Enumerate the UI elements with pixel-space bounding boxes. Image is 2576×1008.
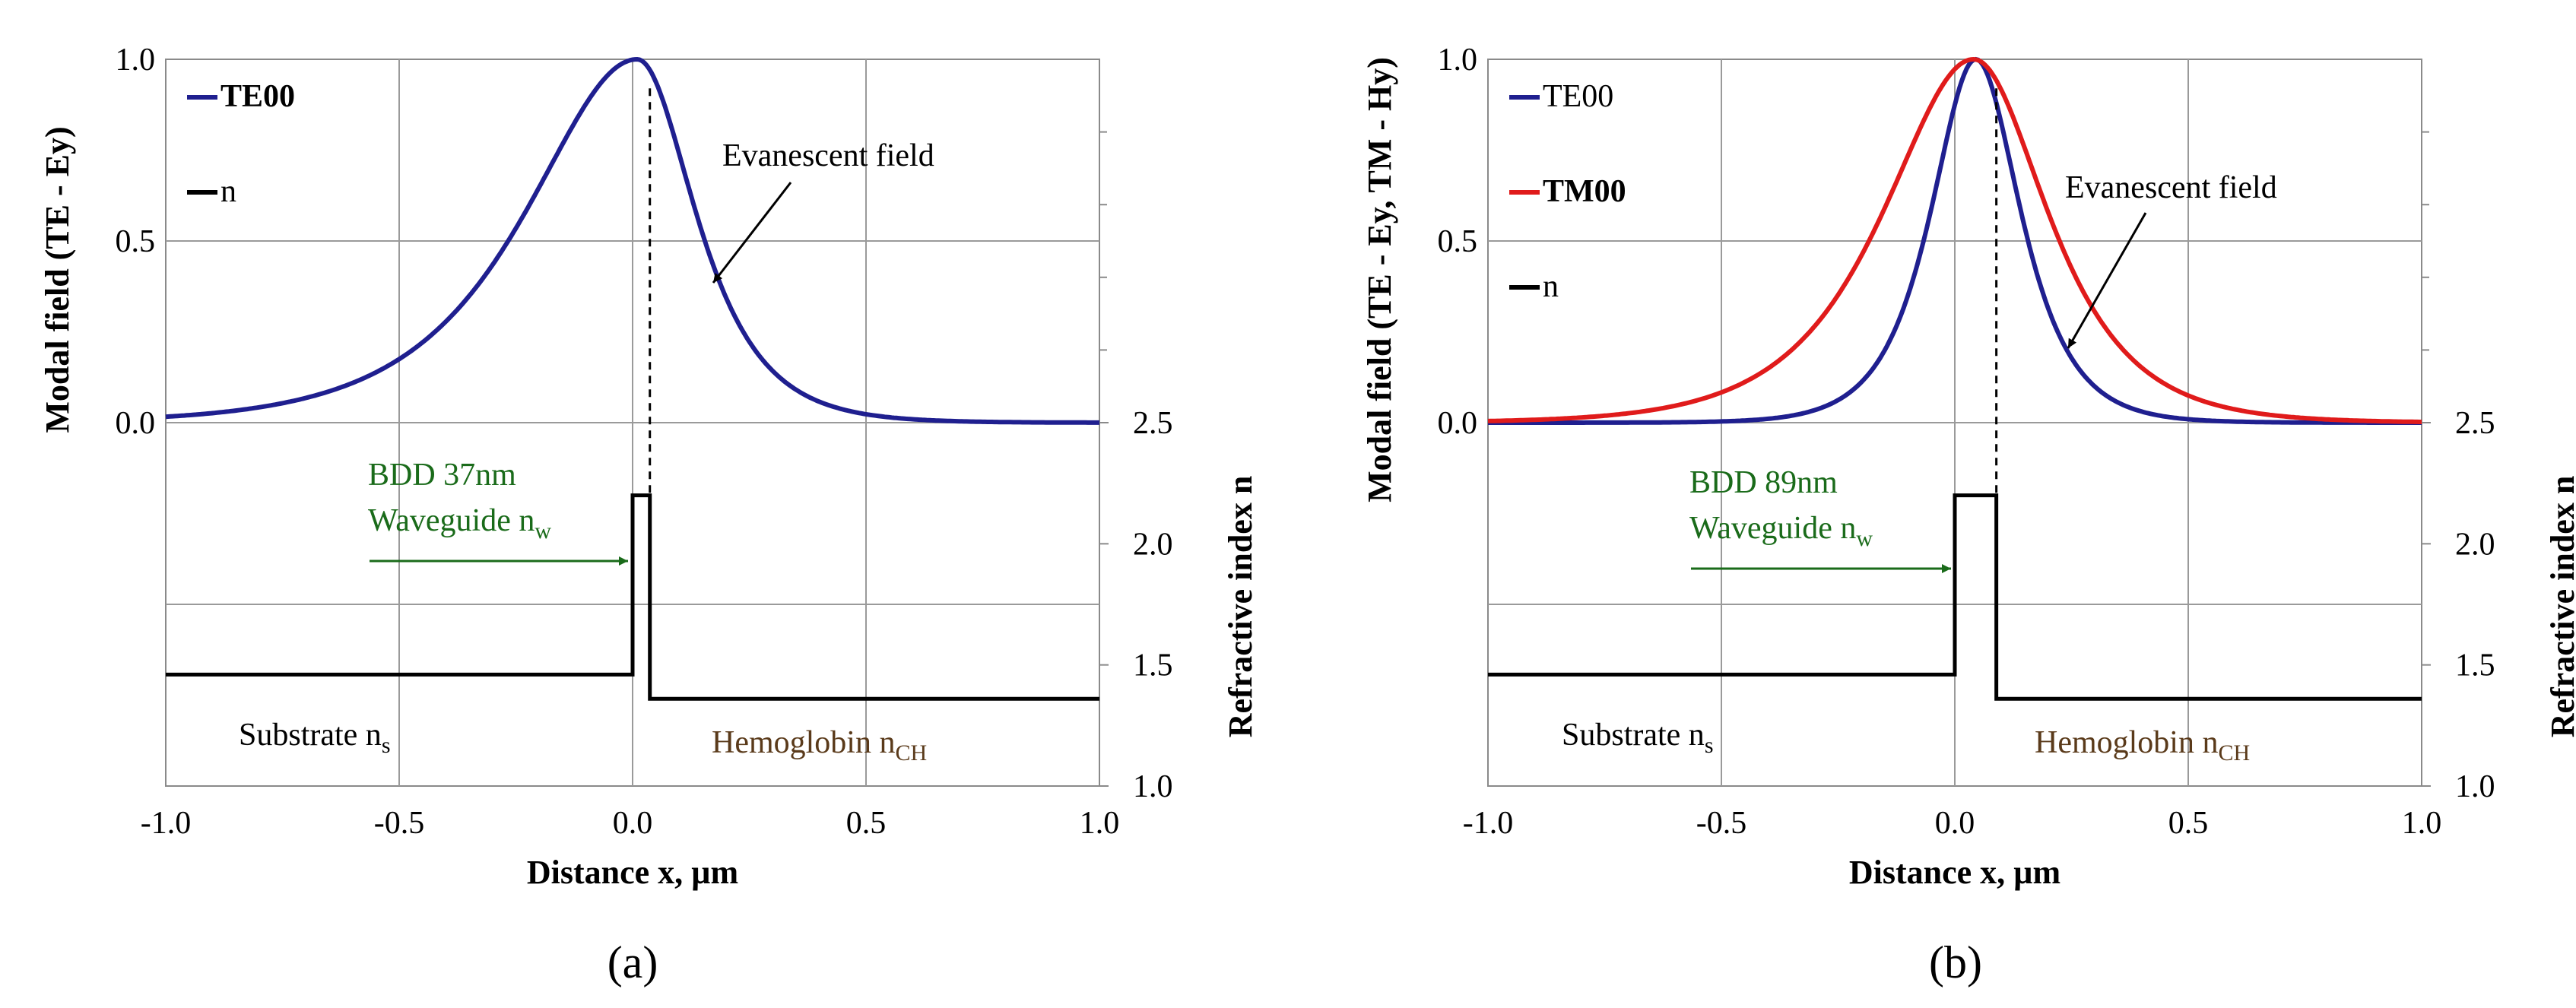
substrate-label: Substrate ns xyxy=(1562,718,1714,758)
evanescent-field-label: Evanescent field xyxy=(2065,170,2277,205)
x-tick-label: -0.5 xyxy=(374,806,425,841)
panel-label: (b) xyxy=(1929,937,1982,987)
x-tick-label: -1.0 xyxy=(141,806,192,841)
x-tick-label: 0.0 xyxy=(613,806,653,841)
y-left-tick-label: 0.5 xyxy=(116,224,156,259)
y-left-tick-label: 0.5 xyxy=(1438,224,1478,259)
legend-label-n: n xyxy=(220,174,236,209)
y-left-tick-label: 1.0 xyxy=(1438,43,1478,78)
waveguide-index-label-subscript: w xyxy=(1856,526,1873,551)
chart-panel-b: -1.0 -0.5 0.0 0.5 1.0 0.0 0.5 1.0 1.0 1.5 2.0 2.5 Di… xyxy=(1361,43,2576,987)
chart-panel-a: -1.0 -0.5 0.0 0.5 1.0 0.0 0.5 1.0 1.0 1.5 2.0 2.5 Di… xyxy=(39,43,1259,987)
x-tick-label: -0.5 xyxy=(1696,806,1747,841)
substrate-label-subscript: s xyxy=(1705,733,1714,758)
waveguide-index-label: Waveguide nw xyxy=(1689,511,1873,551)
legend-label-tm00: TM00 xyxy=(1543,174,1626,209)
hemoglobin-label-main: Hemoglobin n xyxy=(712,725,895,760)
y-right-tick-label: 2.0 xyxy=(2455,527,2495,562)
y-right-tick-label: 2.5 xyxy=(2455,406,2495,441)
tm00-series-line xyxy=(1487,56,2422,424)
te00-series-line xyxy=(1488,56,2422,425)
y-right-axis-title: Refractive index n xyxy=(1222,476,1259,738)
legend-label-n: n xyxy=(1543,269,1559,304)
waveguide-index-label-main: Waveguide n xyxy=(368,503,535,538)
substrate-label-subscript: s xyxy=(382,733,391,758)
hemoglobin-label-subscript: CH xyxy=(2218,740,2250,766)
x-axis-title: Distance x, µm xyxy=(527,854,738,891)
y-right-tick-label: 2.5 xyxy=(1133,406,1173,441)
hemoglobin-label: Hemoglobin nCH xyxy=(2035,725,2250,766)
waveguide-thickness-label: BDD 89nm xyxy=(1689,465,1838,500)
x-axis-title: Distance x, µm xyxy=(1849,854,2060,891)
waveguide-index-label-subscript: w xyxy=(535,518,551,544)
legend-label-te00: TE00 xyxy=(220,79,295,114)
panel-label: (a) xyxy=(608,937,658,987)
x-tick-label: 1.0 xyxy=(1080,806,1120,841)
evanescent-field-arrow xyxy=(2067,212,2147,349)
legend-label-te00: TE00 xyxy=(1543,79,1613,114)
evanescent-field-arrow xyxy=(712,182,792,284)
x-tick-label: 0.5 xyxy=(2168,806,2209,841)
x-tick-label: 0.5 xyxy=(846,806,887,841)
hemoglobin-label-main: Hemoglobin n xyxy=(2035,725,2218,760)
hemoglobin-label: Hemoglobin nCH xyxy=(712,725,927,766)
te00-series-line xyxy=(165,56,1099,425)
y-right-axis-title: Refractive index n xyxy=(2544,476,2576,738)
y-left-axis-title: Modal field (TE - Ey, TM - Hy) xyxy=(1361,57,1398,502)
refractive-index-profile-line xyxy=(1488,493,2422,701)
x-tick-label: -1.0 xyxy=(1463,806,1514,841)
hemoglobin-label-subscript: CH xyxy=(895,740,927,766)
y-left-tick-label: 0.0 xyxy=(1438,406,1478,441)
y-left-tick-label: 0.0 xyxy=(116,406,156,441)
y-right-tick-label: 2.0 xyxy=(1133,527,1173,562)
x-tick-label: 1.0 xyxy=(2402,806,2442,841)
waveguide-index-label: Waveguide nw xyxy=(368,503,551,544)
substrate-label: Substrate ns xyxy=(239,718,391,758)
y-right-tick-label: 1.0 xyxy=(2455,769,2495,804)
substrate-label-main: Substrate n xyxy=(1562,718,1705,753)
x-tick-label: 0.0 xyxy=(1935,806,1975,841)
y-left-tick-label: 1.0 xyxy=(116,43,156,78)
waveguide-index-label-main: Waveguide n xyxy=(1689,511,1856,546)
y-left-axis-title: Modal field (TE - Ey) xyxy=(39,126,76,433)
y-right-tick-label: 1.5 xyxy=(2455,648,2495,683)
y-right-tick-label: 1.0 xyxy=(1133,769,1173,804)
waveguide-thickness-label: BDD 37nm xyxy=(368,458,516,493)
y-right-tick-label: 1.5 xyxy=(1133,648,1173,683)
substrate-label-main: Substrate n xyxy=(239,718,382,753)
evanescent-field-label: Evanescent field xyxy=(722,138,934,173)
refractive-index-profile-line xyxy=(166,493,1099,701)
